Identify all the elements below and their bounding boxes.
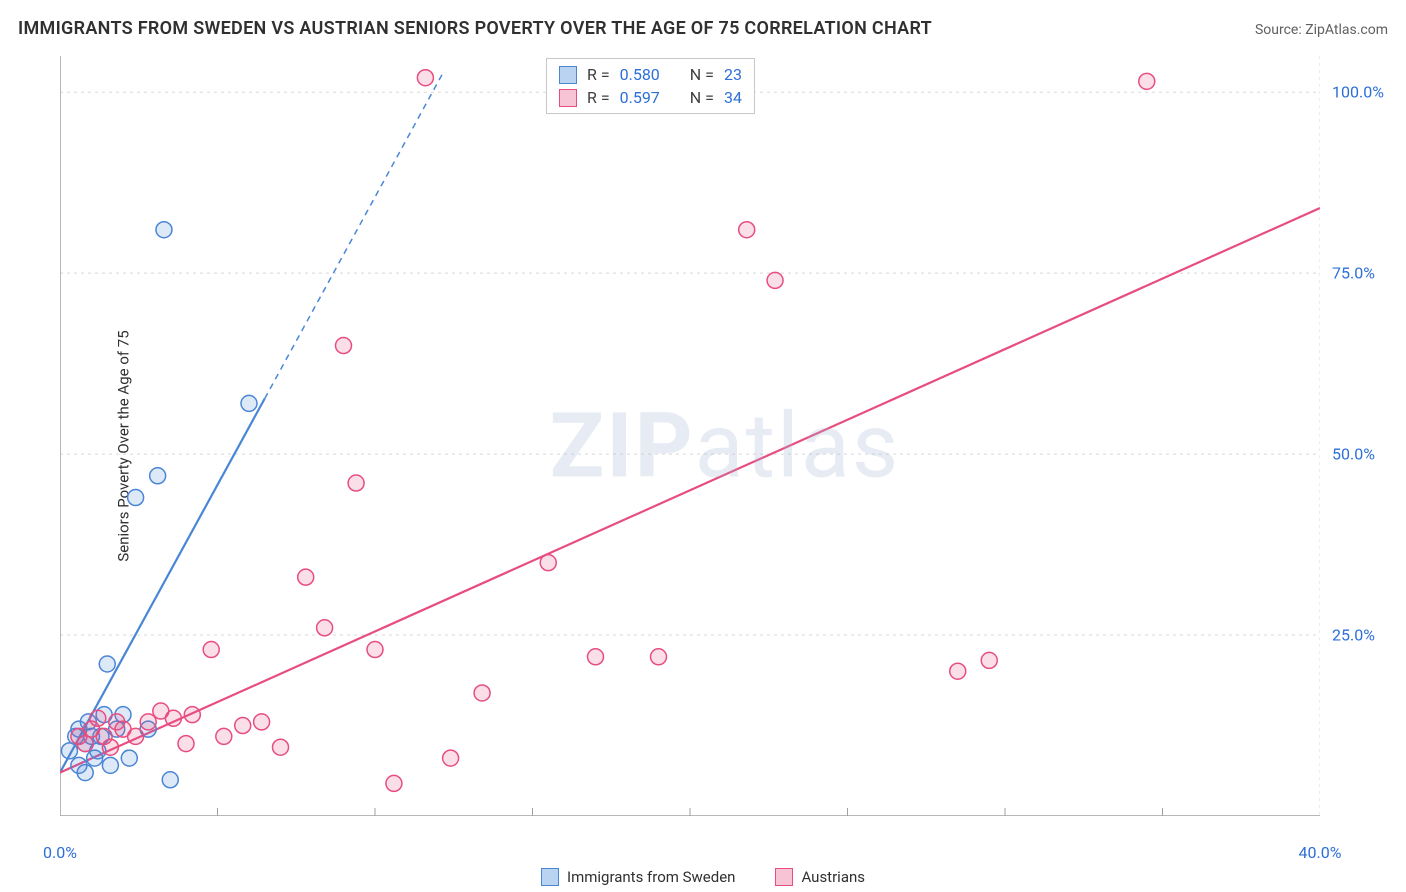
- stats-row: R = 0.597 N = 34: [559, 86, 742, 109]
- stat-label: N =: [690, 65, 714, 84]
- legend-item-austrians: Austrians: [775, 868, 865, 886]
- x-tick-label: 40.0%: [1299, 843, 1342, 862]
- y-tick-label: 100.0%: [1332, 83, 1384, 102]
- legend-label: Immigrants from Sweden: [567, 868, 735, 886]
- stats-row: R = 0.580 N = 23: [559, 63, 742, 86]
- stat-n-value: 23: [724, 65, 742, 84]
- stat-n-value: 34: [724, 88, 742, 107]
- source-attribution: Source: ZipAtlas.com: [1255, 22, 1388, 38]
- stats-swatch-icon: [559, 66, 577, 84]
- bottom-legend: Immigrants from Sweden Austrians: [0, 868, 1406, 886]
- stat-r-value: 0.580: [620, 65, 660, 84]
- plot-area: ZIPatlas R = 0.580 N = 23 R = 0.597 N = …: [60, 56, 1390, 836]
- y-tick-label: 25.0%: [1332, 626, 1375, 645]
- stat-label: N =: [690, 88, 714, 107]
- stats-swatch-icon: [559, 89, 577, 107]
- stat-r-value: 0.597: [620, 88, 660, 107]
- scatter-plot-svg: [60, 56, 1320, 816]
- legend-swatch-icon: [775, 868, 793, 886]
- legend-item-sweden: Immigrants from Sweden: [541, 868, 735, 886]
- stat-label: R =: [587, 65, 610, 84]
- stat-label: R =: [587, 88, 610, 107]
- legend-label: Austrians: [801, 868, 865, 886]
- chart-title: IMMIGRANTS FROM SWEDEN VS AUSTRIAN SENIO…: [18, 18, 932, 39]
- x-tick-label: 0.0%: [43, 843, 77, 862]
- legend-swatch-icon: [541, 868, 559, 886]
- y-tick-label: 50.0%: [1332, 445, 1375, 464]
- y-tick-label: 75.0%: [1332, 264, 1375, 283]
- correlation-stats-box: R = 0.580 N = 23 R = 0.597 N = 34: [546, 58, 755, 114]
